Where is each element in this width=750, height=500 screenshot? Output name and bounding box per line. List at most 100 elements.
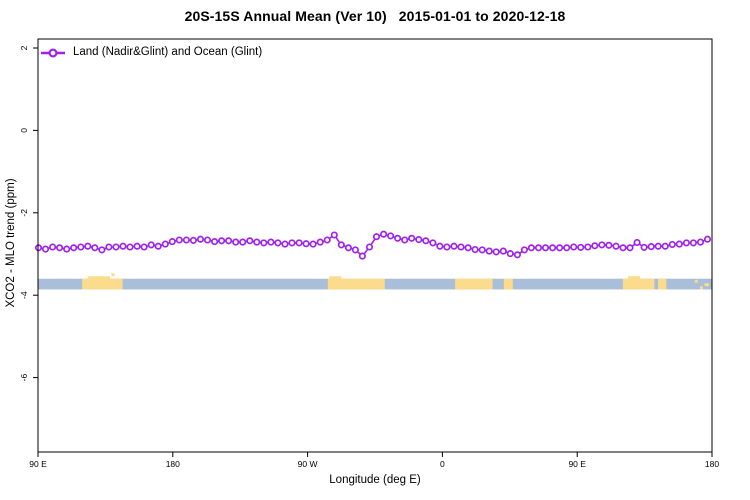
data-point — [612, 242, 620, 250]
data-point — [703, 235, 712, 243]
y-tick-label: -2 — [19, 209, 29, 217]
data-point — [133, 242, 141, 250]
data-point — [506, 250, 514, 258]
data-point — [380, 230, 388, 238]
data-point — [408, 234, 416, 242]
y-tick-label: -4 — [19, 291, 29, 299]
data-point — [168, 238, 176, 246]
data-point — [464, 244, 472, 252]
land-bump — [628, 276, 641, 280]
data-point — [549, 244, 557, 252]
data-point — [126, 243, 134, 251]
data-point — [288, 239, 296, 247]
plot-frame — [37, 38, 713, 453]
data-point — [513, 251, 521, 259]
data-point — [70, 244, 78, 252]
x-tick-label: 90 E — [29, 459, 47, 469]
data-point — [218, 237, 226, 245]
land-speck — [700, 286, 704, 290]
data-point — [105, 243, 113, 251]
data-point — [422, 237, 430, 245]
data-point — [337, 241, 345, 249]
data-point — [675, 240, 683, 248]
data-point — [203, 236, 212, 244]
legend-label: Land (Nadir&Glint) and Ocean (Glint) — [73, 46, 263, 58]
data-point — [253, 238, 261, 246]
data-point — [323, 236, 331, 244]
data-point — [344, 244, 352, 252]
data-point — [401, 236, 409, 244]
data-point — [682, 239, 690, 247]
data-point — [668, 240, 676, 249]
data-point — [563, 244, 571, 252]
data-point — [351, 246, 359, 254]
data-point — [633, 238, 641, 247]
land-speck — [704, 283, 710, 287]
data-point — [182, 236, 190, 244]
y-axis-label: XCO2 - MLO trend (ppm) — [5, 178, 17, 308]
data-point — [499, 247, 507, 255]
data-point — [175, 236, 183, 244]
data-point — [689, 239, 697, 247]
data-point — [309, 240, 317, 248]
data-point — [112, 243, 120, 251]
x-tick-label: 180 — [166, 459, 180, 469]
data-point — [478, 246, 486, 254]
land-speck — [111, 273, 115, 277]
data-point — [647, 243, 655, 251]
data-point — [556, 244, 564, 252]
data-point — [274, 239, 282, 247]
data-point — [91, 244, 99, 252]
data-point — [541, 244, 550, 252]
data-point — [232, 238, 240, 246]
data-point — [161, 240, 169, 248]
x-tick-label: 90 W — [298, 459, 318, 469]
y-tick-label: -6 — [19, 374, 29, 382]
x-axis-label: Longitude (deg E) — [329, 474, 421, 486]
x-tick-label: 90 E — [568, 459, 586, 469]
data-point — [316, 238, 324, 246]
chart-title: 20S-15S Annual Mean (Ver 10) 2015-01-01 … — [184, 8, 566, 24]
data-point — [654, 242, 662, 250]
data-point — [661, 242, 669, 250]
data-point — [450, 242, 458, 250]
data-point — [570, 243, 578, 251]
data-point — [358, 252, 366, 260]
data-point — [140, 243, 148, 251]
data-point — [485, 247, 493, 255]
data-point — [295, 239, 303, 247]
data-point — [56, 244, 64, 252]
data-point — [302, 240, 310, 248]
data-point — [415, 236, 423, 244]
data-point — [196, 235, 205, 243]
data-point — [281, 240, 289, 248]
data-point — [457, 243, 465, 251]
land-bump — [329, 276, 342, 280]
x-tick-label: 180 — [705, 459, 719, 469]
data-point — [584, 243, 592, 251]
data-point — [443, 243, 451, 251]
data-point — [429, 239, 437, 247]
land-patch — [622, 278, 655, 290]
data-point — [520, 246, 528, 254]
data-point — [246, 237, 254, 245]
land-speck — [694, 279, 698, 283]
data-point — [211, 238, 219, 246]
data-point — [77, 243, 85, 251]
data-point — [41, 245, 50, 253]
data-point — [372, 233, 381, 241]
data-point — [471, 245, 479, 254]
data-point — [330, 231, 338, 239]
y-tick-label: 0 — [19, 128, 29, 133]
data-point — [492, 248, 500, 256]
x-tick-label: 0 — [440, 459, 445, 469]
data-point — [387, 232, 395, 240]
data-point — [63, 245, 71, 253]
land-patch — [82, 278, 123, 290]
land-patch — [503, 278, 513, 290]
data-point — [49, 243, 57, 251]
data-point — [640, 243, 648, 251]
data-point — [225, 237, 233, 245]
